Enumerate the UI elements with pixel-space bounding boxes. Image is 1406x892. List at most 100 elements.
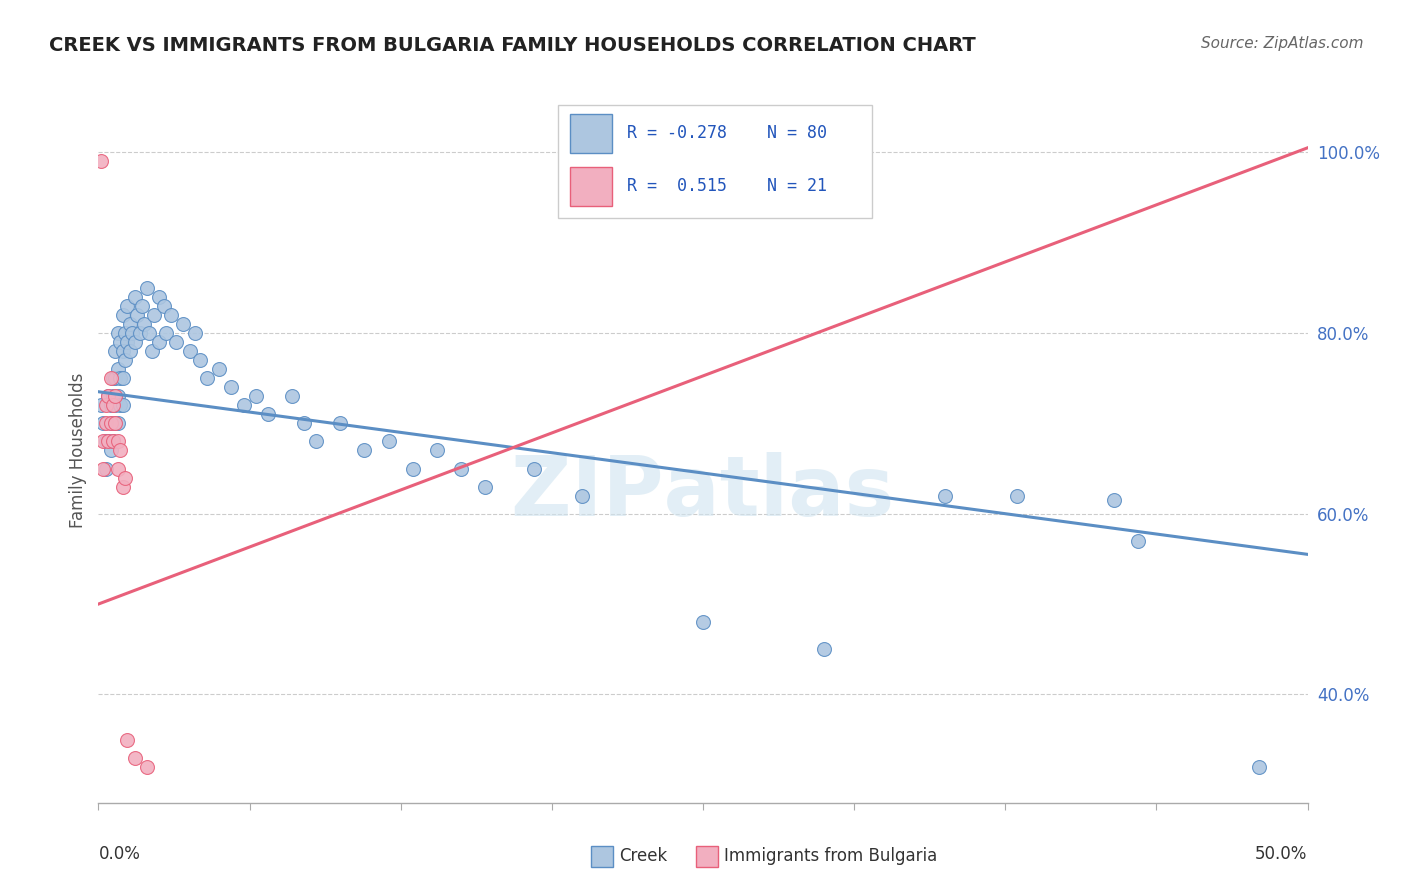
Point [813,642,835,657]
Point [134,317,156,331]
Point [101,417,124,431]
Point [184,326,207,340]
Text: R =  0.515    N = 21: R = 0.515 N = 21 [627,178,827,195]
Point [148,334,170,349]
Point [245,389,267,403]
Point [97,434,120,449]
Point [100,398,122,412]
Point [111,344,134,359]
Point [124,290,146,304]
Point [104,417,127,431]
Point [111,480,134,494]
Text: 0.0%: 0.0% [98,845,141,863]
Point [108,398,131,412]
Point [107,434,129,449]
Point [141,344,163,359]
Point [179,344,201,359]
Point [934,489,956,503]
Point [104,417,127,431]
Point [135,281,157,295]
Point [111,308,134,322]
Point [94,417,117,431]
Point [118,344,141,359]
Point [100,417,122,431]
Point [114,470,136,484]
Point [256,407,278,421]
Text: Creek: Creek [619,847,666,865]
Point [94,398,117,412]
Bar [569,114,613,153]
Point [107,362,129,376]
Y-axis label: Family Households: Family Households [69,373,87,528]
Point [1102,493,1125,508]
Point [1128,533,1150,548]
Point [104,389,127,403]
Point [152,299,174,313]
Point [108,371,131,385]
Point [128,326,150,340]
Point [402,461,425,475]
Point [329,417,352,431]
Point [91,461,114,475]
Point [101,398,124,412]
Point [155,326,177,340]
Point [117,334,139,349]
Point [100,417,122,431]
Point [101,371,124,385]
Point [232,398,254,412]
Point [114,326,136,340]
Point [117,299,139,313]
Point [1249,759,1271,773]
Point [124,334,146,349]
Point [90,154,112,169]
Point [450,461,472,475]
Point [114,353,136,368]
Text: Source: ZipAtlas.com: Source: ZipAtlas.com [1201,36,1364,51]
Point [107,389,129,403]
Point [108,443,131,458]
Point [104,398,127,412]
Point [188,353,211,368]
Point [148,290,170,304]
Point [281,389,304,403]
Point [101,434,124,449]
Point [172,317,194,331]
Point [121,326,143,340]
Point [100,371,122,385]
Text: Immigrants from Bulgaria: Immigrants from Bulgaria [724,847,938,865]
Point [131,299,153,313]
Text: 50.0%: 50.0% [1256,845,1308,863]
Point [111,371,134,385]
Point [160,308,183,322]
Point [107,326,129,340]
Point [97,389,120,403]
Point [138,326,160,340]
Point [91,417,114,431]
Point [124,750,146,764]
Point [221,380,243,394]
Point [135,759,157,773]
Point [353,443,375,458]
Point [97,389,120,403]
Point [474,480,496,494]
Point [107,417,129,431]
Point [305,434,328,449]
Point [208,362,231,376]
Bar [558,105,872,218]
Point [143,308,166,322]
Point [195,371,218,385]
Point [100,443,122,458]
Point [426,443,449,458]
Point [107,461,129,475]
Point [94,434,117,449]
Point [104,371,127,385]
Bar [569,167,613,205]
Point [127,308,149,322]
Point [292,417,315,431]
Point [108,334,131,349]
Point [97,434,120,449]
Point [523,461,546,475]
Point [101,434,124,449]
Point [90,398,112,412]
Point [94,461,117,475]
